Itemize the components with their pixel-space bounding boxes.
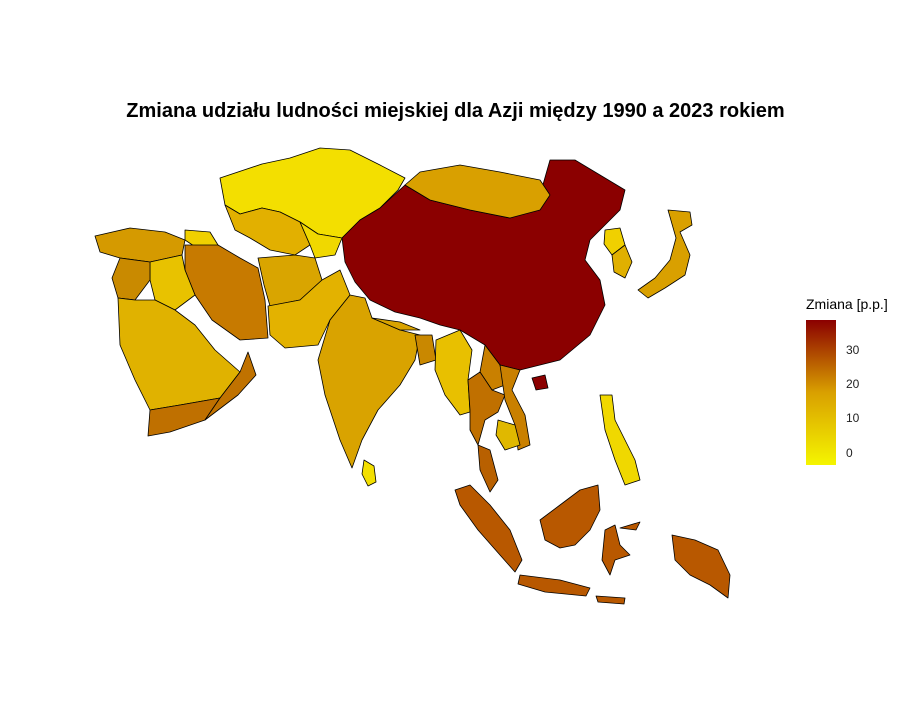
region-laos <box>479 344 506 391</box>
region-east-timor <box>619 521 641 531</box>
region-sri-lanka <box>361 459 377 487</box>
region-sumatra <box>454 484 523 573</box>
map-title: Zmiana udziału ludności miejskiej dla Az… <box>126 100 785 122</box>
region-cambodia <box>495 419 521 451</box>
region-nepal <box>371 317 421 331</box>
region-india <box>317 294 421 469</box>
region-sulawesi <box>601 524 631 576</box>
legend-title: Zmiana [p.p.] <box>806 296 888 312</box>
region-south-korea <box>611 244 633 279</box>
region-japan <box>637 209 693 299</box>
region-malaysia-peninsula <box>477 444 499 493</box>
region-java <box>517 574 591 597</box>
legend-tick-10: 10 <box>846 411 860 425</box>
region-levant <box>111 257 151 301</box>
region-islands <box>595 595 626 605</box>
region-new-guinea <box>671 534 731 599</box>
legend: Zmiana [p.p.] 30 20 10 0 <box>806 296 888 465</box>
region-myanmar <box>434 329 473 416</box>
region-iran <box>184 244 269 341</box>
legend-tick-20: 20 <box>846 377 860 391</box>
region-thailand <box>467 371 506 446</box>
legend-tick-0: 0 <box>846 446 853 460</box>
region-vietnam <box>499 364 531 451</box>
region-pakistan <box>267 269 351 349</box>
region-borneo <box>539 484 601 549</box>
region-oman <box>204 351 257 421</box>
legend-colorbar <box>806 320 836 465</box>
region-bangladesh <box>414 334 437 366</box>
legend-tick-30: 30 <box>846 343 860 357</box>
region-iraq <box>149 254 196 311</box>
region-mongolia <box>404 164 551 219</box>
region-hainan <box>531 374 549 391</box>
region-philippines <box>599 394 641 486</box>
region-kyrgyzstan-tajikistan <box>299 221 343 259</box>
